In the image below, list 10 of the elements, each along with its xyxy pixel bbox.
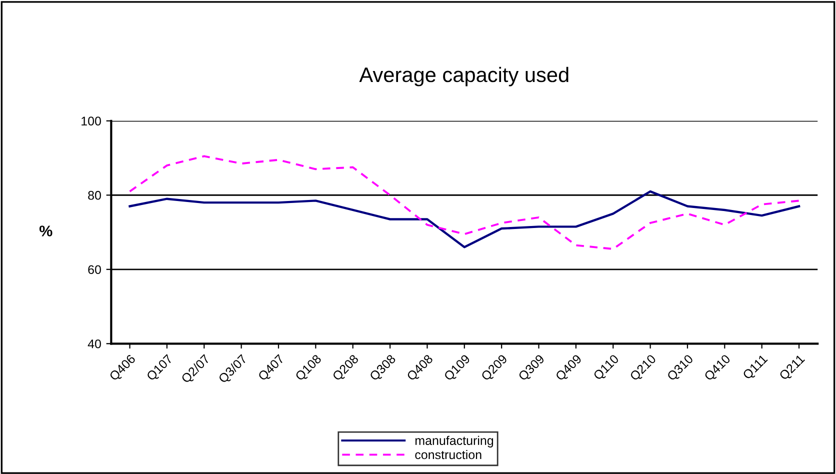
legend-label: construction (415, 450, 482, 460)
y-axis-title: % (39, 226, 52, 236)
y-tick-label: 40 (88, 339, 101, 348)
chart-title: Average capacity used (359, 66, 568, 86)
legend-label: manufacturing (415, 436, 494, 448)
y-tick-label: 60 (88, 265, 101, 274)
line-series (128, 190, 800, 248)
y-tick-label: 100 (82, 116, 101, 126)
line-series (128, 155, 800, 250)
y-tick-label: 80 (88, 190, 101, 200)
